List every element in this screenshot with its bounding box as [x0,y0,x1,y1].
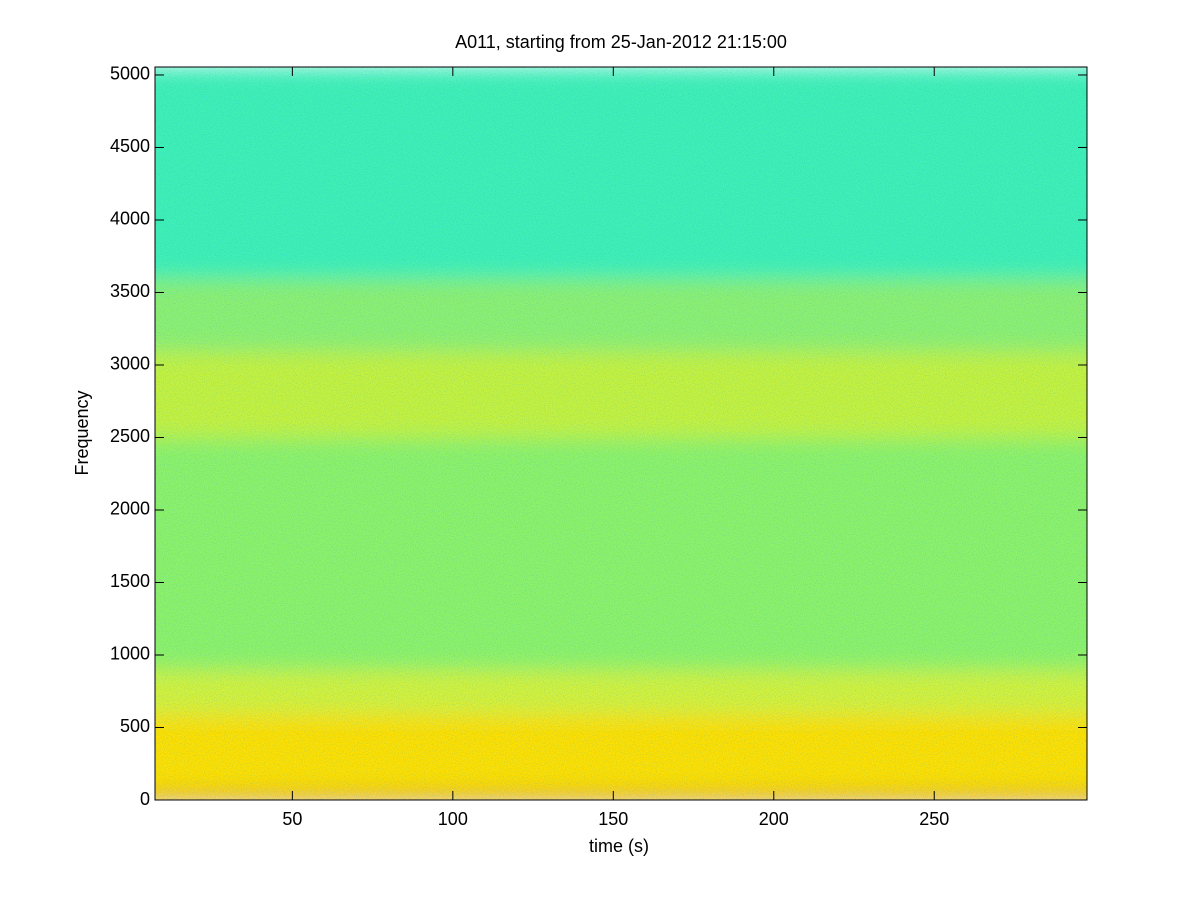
y-tick-label: 2000 [110,499,150,519]
axes-box [154,66,1088,801]
x-axis-label: time (s) [589,836,649,856]
chart-title: A011, starting from 25-Jan-2012 21:15:00 [455,32,787,52]
y-tick-label: 3000 [110,354,150,374]
y-tick-label: 4500 [110,136,150,156]
x-tick-label: 50 [282,809,302,829]
y-tick-label: 5000 [110,64,150,84]
x-tick-label: 200 [759,809,789,829]
x-tick-label: 250 [919,809,949,829]
x-tick-label: 100 [438,809,468,829]
y-tick-label: 0 [140,789,150,809]
y-tick-label: 500 [120,716,150,736]
y-axis-label: Frequency [72,390,92,475]
y-tick-label: 3500 [110,281,150,301]
y-tick-label: 1000 [110,644,150,664]
x-tick-label: 150 [598,809,628,829]
y-tick-label: 2500 [110,426,150,446]
y-tick-label: 1500 [110,571,150,591]
y-tick-label: 4000 [110,209,150,229]
texture [155,67,1087,800]
